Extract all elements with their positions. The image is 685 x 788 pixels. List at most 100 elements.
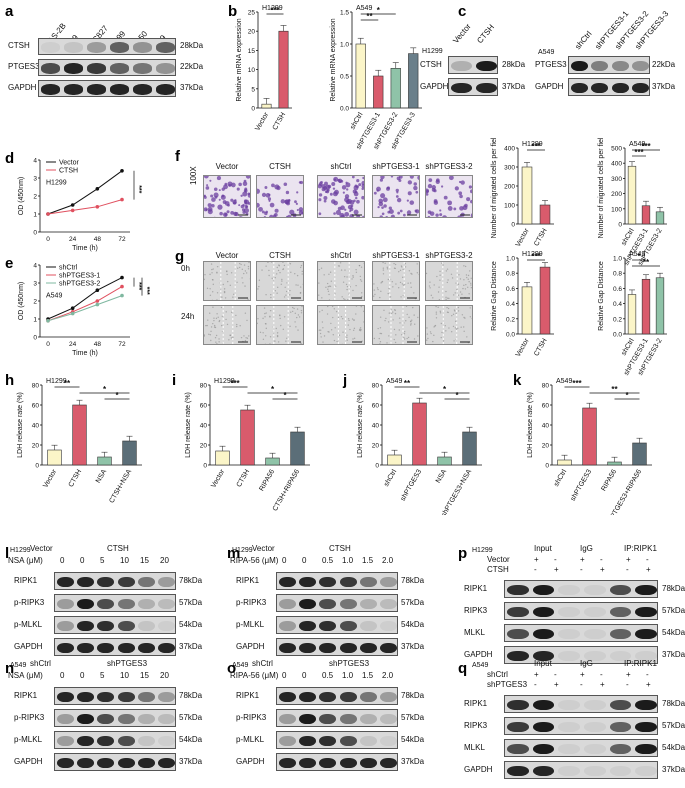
panel-g-micrograph-cell [411, 319, 413, 321]
panel-d-chart-ylabel: OD (450nm) [18, 177, 25, 216]
panel-f-micrograph-cell [243, 199, 248, 203]
panel-d-chart-point [46, 212, 50, 216]
panel-b-h1299-chart-bar [278, 30, 289, 109]
panel-g-micrograph-cell [445, 298, 447, 300]
panel-g-micrograph-cell [285, 340, 287, 342]
panel-d-chart-point [120, 197, 124, 202]
panel-g-micrograph-cell [407, 282, 409, 284]
panel-f-micrograph-cell [257, 202, 260, 208]
panel-g-micrograph-cell [435, 313, 438, 315]
panel-p-mark: - [646, 555, 649, 564]
panel-f-micrograph-image [373, 176, 419, 217]
panel-g-micrograph-cell [238, 266, 241, 269]
panel-g-micrograph-cell [327, 331, 329, 333]
panel-a-blot-GAPDH-band [63, 84, 84, 95]
panel-g-micrograph-cell [447, 307, 450, 310]
panel-g-micrograph-cell [395, 334, 397, 336]
panel-j-chart-tick-label: 0 [375, 463, 379, 470]
panel-n-blot-band [117, 735, 135, 747]
panel-b-a549-chart-tick-label: 0.5 [340, 74, 349, 81]
panel-f-micrograph-cell [327, 184, 332, 189]
panel-g-micrograph-cell [469, 270, 471, 272]
panel-c-left-blot-band [451, 82, 472, 94]
panel-g-micrograph-cell [282, 262, 284, 263]
panel-f-micrograph-cell [324, 181, 328, 186]
panel-o-blot-band [380, 735, 397, 747]
panel-g-micrograph-cell [455, 328, 458, 330]
panel-p-blot-band [635, 628, 657, 640]
panel-g-a549-chart-sig-label: * [637, 252, 641, 261]
panel-b-h1299-chart-sig-label: *** [270, 6, 280, 15]
panel-g-micrograph-cell [318, 268, 321, 271]
panel-g-micrograph-cell [295, 326, 297, 328]
panel-n-blot-band [158, 713, 175, 725]
panel-p-kda: 54kDa [662, 628, 685, 637]
panel-j-chart-sig-label: * [443, 385, 447, 394]
panel-g-micrograph-cell [393, 262, 395, 265]
panel-p-cond: Vector [487, 555, 510, 564]
panel-g-micrograph-cell [413, 338, 416, 340]
panel-g-micrograph-cell [461, 293, 463, 295]
panel-g-micrograph-cell [245, 272, 248, 274]
panel-g-micrograph-cell [279, 271, 281, 274]
panel-g-micrograph-cell [403, 333, 406, 335]
panel-a-blot-CTSH-band [40, 42, 61, 53]
panel-f-micrograph-cell [335, 209, 341, 216]
panel-g-a549-chart-bar [655, 277, 665, 335]
panel-f-micrograph-cell [414, 209, 418, 213]
panel-g-micrograph-cell [302, 263, 303, 265]
panel-g-micrograph-cell [265, 265, 267, 267]
panel-g-micrograph-cell [224, 297, 227, 299]
panel-m-blot-band [319, 620, 337, 632]
panel-g-micrograph-cell [218, 338, 220, 340]
panel-a-row-label: PTGES3 [8, 62, 40, 71]
panel-g-micrograph-cell [206, 287, 209, 290]
panel-b-a549-chart-sig-label: ** [366, 12, 373, 21]
panel-g-micrograph-cell [296, 316, 298, 319]
panel-g-micrograph-cell [245, 337, 247, 339]
panel-g-micrograph-cell [209, 334, 212, 336]
panel-g-micrograph-cell [281, 278, 283, 281]
panel-l-blot-band [56, 620, 74, 632]
panel-f-micrograph-cell [205, 186, 210, 190]
panel-d-chart-y-tick-label: 2 [33, 194, 37, 201]
panel-d-chart-point [95, 187, 100, 191]
panel-m-blot-band [339, 576, 357, 588]
panel-g-micrograph-cell [280, 283, 283, 285]
panel-e-chart-point [70, 306, 75, 310]
panel-p-blot-band [584, 650, 606, 662]
panel-g-group-label: shPTGES3-1 [372, 251, 420, 260]
panel-c-right-blot [568, 78, 650, 96]
panel-q-blot-band [507, 765, 529, 777]
panel-g-micrograph-cell [344, 269, 346, 271]
panel-f-h1299-chart-tick-label: 100 [504, 203, 515, 210]
panel-g-micrograph-image [257, 306, 303, 344]
panel-f-micrograph-cell [213, 216, 216, 217]
panel-g-micrograph-cell [386, 342, 388, 344]
panel-f-micrograph-cell [206, 184, 209, 187]
panel-g-micrograph-cell [302, 322, 303, 324]
panel-g-time-label: 24h [181, 312, 195, 321]
panel-g-micrograph-cell [401, 283, 404, 285]
panel-g-micrograph-cell [408, 270, 411, 272]
panel-g-micrograph-cell [382, 262, 384, 264]
panel-c-right-kda: 22kDa [652, 60, 676, 69]
panel-g-micrograph-cell [466, 336, 468, 338]
panel-o-blot-band [278, 713, 296, 725]
panel-f-micrograph-cell [230, 198, 234, 202]
panel-f-micrograph-cell [353, 199, 356, 203]
panel-g-micrograph-cell [442, 340, 445, 342]
panel-q-mark: - [646, 670, 649, 679]
panel-g-micrograph-cell [327, 286, 329, 288]
panel-g-micrograph-cell [387, 292, 389, 295]
panel-f-h1299-chart-tick-label: 200 [504, 184, 515, 191]
panel-g-micrograph-cell [236, 281, 238, 284]
panel-l-dose-label: NSA (μM) [8, 556, 43, 565]
panel-f-micrograph-cell [287, 199, 291, 203]
panel-h-chart-bar [97, 456, 112, 466]
panel-d-chart-series-line [47, 170, 123, 215]
panel-p-blot-band [532, 584, 555, 596]
panel-g-micrograph-cell [380, 282, 382, 284]
panel-g-micrograph-cell [454, 327, 457, 329]
panel-m-ctrl-label: Vector [252, 544, 275, 553]
